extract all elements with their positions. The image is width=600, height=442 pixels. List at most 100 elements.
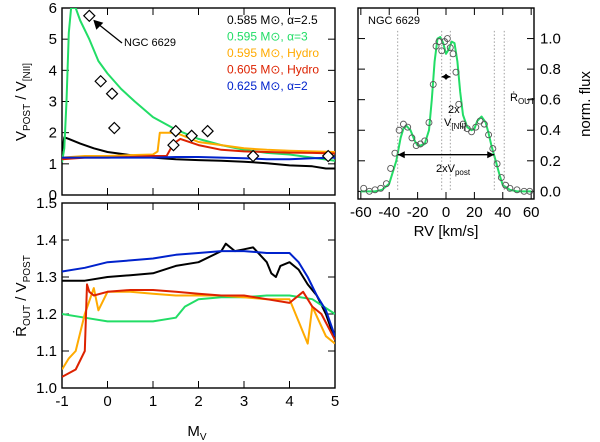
series-0-585-m-sun-alpha-2-5 [62,136,335,170]
observed-point [506,184,514,192]
legend-entry: 0.595 M⊙, Hydro [227,46,319,60]
x-tick-label: -20 [407,204,429,221]
observed-point [391,149,399,157]
observed-point [382,180,390,188]
vpost-arrow-head-left [397,151,405,159]
x-tick-label: 60 [523,204,540,221]
observation-diamond [169,124,183,138]
y-tick-label: 2 [49,125,57,142]
y-tick-label: 0.4 [540,122,561,139]
legend-entry: 0.595 M⊙, α=3 [227,30,308,44]
top-left-plot: 0 1 2 3 4 5 6 0.585 M⊙, α=2.5 0.595 M⊙, α=3 0.595… [49,0,336,204]
observed-point [412,142,420,149]
ngc-arrow-head [93,19,104,30]
vnii-arrow-head-right [445,73,451,80]
y-tick-label: 3 [49,94,57,111]
observation-diamond [94,74,108,88]
observed-point [446,44,454,52]
observed-point [493,160,501,168]
top-left-ylabel: VPOST / V[NII] [13,63,33,141]
y-tick-label: 0.8 [540,61,561,78]
ann-rout: ṘOUT [510,91,535,106]
x-tick-label: 2 [194,393,202,410]
right-xlabel: RV [km/s] [414,223,479,240]
series-0-595-m-sun-alpha-3 [62,294,335,323]
y-tick-label: 1.1 [36,343,57,360]
observed-point [472,123,480,131]
observed-point [429,80,437,88]
legend-entry: 0.585 M⊙, α=2.5 [227,13,318,27]
observed-point [480,120,488,128]
y-tick-label: 1.0 [540,31,561,48]
observed-point [425,119,433,127]
observation-diamond [167,138,180,152]
observed-point [526,187,534,195]
observed-point [408,134,416,142]
y-tick-label: 0.0 [540,183,561,200]
x-tick-label: -40 [378,204,400,221]
bottom-left-plot: -1 0 1 2 3 4 5 1.0 1.1 1.2 1.3 1.4 1.5 [36,195,339,410]
y-tick-label: 6 [49,0,57,17]
ann-vnii: V[NII] [444,117,466,131]
x-tick-label: -60 [350,204,372,221]
series-0-625-m-sun-alpha-2 [62,156,335,161]
x-tick-label: 4 [285,393,293,410]
observation-diamond [105,87,119,101]
observed-point [404,123,412,131]
observed-point [438,47,446,55]
x-tick-label: 1 [149,393,157,410]
observed-point [399,120,407,128]
series-0-625-m-sun-alpha-2 [62,250,335,337]
observation-diamond [246,149,260,163]
bottom-left-ylabel: ṘOUT / VPOST [12,255,33,337]
y-tick-label: 1.5 [36,195,57,212]
observed-point [497,174,505,182]
y-tick-label: 1 [49,156,57,173]
ann-2xvpost: 2xVpost [436,163,471,177]
vpost-arrow-head-right [487,151,495,159]
series-0-585-m-sun-alpha-2-5 [62,242,335,341]
ngc-annotation: NGC 6629 [124,37,176,49]
observed-point [421,137,429,145]
y-tick-label: 0.6 [540,92,561,109]
ann-2x: 2x [448,104,460,116]
bottom-left-series [62,242,335,378]
x-tick-label: 5 [331,393,339,410]
right-ylabel: norm. flux [577,71,594,137]
observed-point [489,145,497,153]
observed-point [513,186,521,194]
observed-point [387,164,395,172]
y-tick-label: 1.2 [36,306,57,323]
legend-entry: 0.625 M⊙, α=2 [227,79,308,93]
observation-diamond [82,9,96,23]
observed-point [395,126,403,134]
x-tick-label: 20 [466,204,483,221]
y-tick-label: 4 [49,62,57,79]
y-tick-label: 1.4 [36,232,57,249]
observed-point [485,131,493,139]
y-tick-label: 5 [49,31,57,48]
bottom-left-xlabel: MV [187,423,207,442]
y-tick-label: 1.3 [36,269,57,286]
series-0-605-m-sun-hydro [62,283,335,378]
observed-point [377,184,385,192]
y-tick-label: 1.0 [36,380,57,397]
observation-diamond [201,124,214,138]
right-plot: -60 -40 -20 0 20 40 600.0 0.2 0.4 0.6 0.8 1.0 [350,8,561,221]
observation-diamond [185,129,199,143]
right-title: NGC 6629 [368,15,420,27]
observation-diamond [107,121,121,135]
observed-point [452,68,460,76]
x-tick-label: -1 [55,393,68,410]
x-tick-label: 0 [442,204,450,221]
legend-entry: 0.605 M⊙, Hydro [227,63,319,77]
observed-point [449,50,457,58]
observed-point [455,100,463,108]
x-tick-label: 3 [240,393,248,410]
observed-point [360,184,368,192]
observed-point [468,128,475,136]
x-tick-label: 40 [494,204,511,221]
y-tick-label: 0.2 [540,153,561,170]
observed-point [459,120,467,128]
